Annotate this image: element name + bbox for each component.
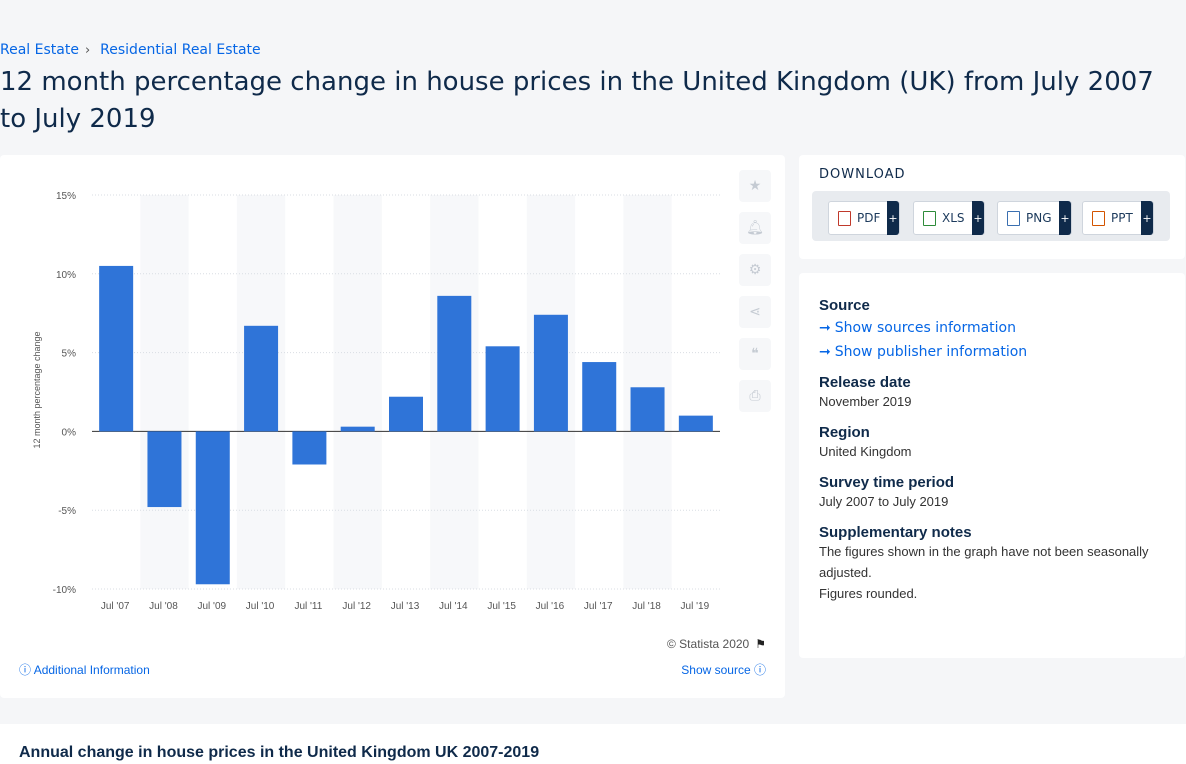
plus-icon: + [887,201,899,235]
supplementary-notes-text: The figures shown in the graph have not … [819,544,1149,580]
bar [147,431,182,508]
download-title: DOWNLOAD [819,167,906,182]
bar [99,265,134,432]
copyright-text: © Statista 2020 [667,637,750,651]
ppt-file-icon [1092,210,1105,226]
y-axis-label: 12 month percentage change [32,331,42,448]
bar [485,346,520,432]
download-bar: PDF + XLS + PNG + PPT + [812,191,1170,241]
png-label: PNG [1026,211,1052,225]
chart-card: 15% 10% 5% 0% -5% -10% Jul '07 Jul '08 Jul '09 Ju… [0,155,785,698]
y-tick-label: 5% [62,349,77,360]
breadcrumb-link-residential[interactable]: Residential Real Estate [100,42,261,58]
share-icon[interactable]: ⋖ [739,296,771,328]
x-tick-label: Jul '16 [536,601,565,612]
download-panel: DOWNLOAD PDF + XLS + PNG + PPT + [799,155,1185,259]
xls-file-icon [923,210,936,226]
page-title: 12 month percentage change in house pric… [0,67,1154,134]
print-icon[interactable]: ⎙ [739,380,771,412]
x-tick-label: Jul '18 [632,601,661,612]
statistic-info-panel: Source ➞ Show sources information ➞ Show… [799,273,1185,658]
plus-icon: + [1141,201,1153,235]
bar-chart: 15% 10% 5% 0% -5% -10% Jul '07 Jul '08 Jul '09 Ju… [32,191,720,612]
show-source-label: Show source [681,663,751,677]
bell-icon[interactable]: 🔔︎ [739,212,771,244]
additional-information-link[interactable]: ⓘ Additional Information [19,661,150,678]
show-publisher-label: Show publisher information [834,344,1028,360]
arrow-right-icon: ➞ [819,320,831,336]
bar [582,362,617,432]
x-tick-label: Jul '11 [294,601,322,612]
release-date-heading: Release date [819,374,911,391]
bar [389,396,423,432]
bar [340,426,375,432]
bar [195,431,230,585]
y-tick-label: 10% [56,270,76,281]
column-band [333,195,382,589]
show-sources-link[interactable]: ➞ Show sources information [819,316,1165,340]
pdf-file-icon [838,210,851,226]
related-statistic: Annual change in house prices in the Uni… [0,724,1186,764]
gear-icon[interactable]: ⚙ [739,254,771,286]
y-tick-label: -5% [58,506,76,517]
download-xls-button[interactable]: XLS + [913,201,985,235]
region-value: United Kingdom [819,444,912,459]
x-tick-label: Jul '15 [487,601,516,612]
plus-icon: + [1059,201,1071,235]
info-icon: ⓘ [19,663,32,677]
source-heading: Source [819,297,870,314]
bar [678,415,713,432]
x-tick-label: Jul '14 [439,601,468,612]
download-pdf-button[interactable]: PDF + [828,201,900,235]
y-tick-label: -10% [53,585,76,596]
bar [533,314,568,432]
additional-information-label: Additional Information [33,663,150,677]
ppt-label: PPT [1111,211,1133,225]
info-icon: ⓘ [753,663,766,677]
star-icon[interactable]: ★ [739,170,771,202]
flag-icon[interactable]: ⚑ [755,637,766,651]
chart-toolbar: ★ 🔔︎ ⚙ ⋖ ❝ ⎙ [739,170,771,422]
x-tick-label: Jul '10 [246,601,275,612]
y-tick-label: 15% [56,191,76,202]
pdf-label: PDF [857,211,881,225]
copyright: © Statista 2020 ⚑ [667,637,766,651]
arrow-right-icon: ➞ [819,344,831,360]
supplementary-notes-rounding: Figures rounded. [819,586,918,601]
x-tick-label: Jul '13 [391,601,420,612]
y-tick-label: 0% [62,427,77,438]
x-tick-label: Jul '19 [681,601,710,612]
breadcrumb: Real Estate › Residential Real Estate [0,42,261,58]
show-source-link[interactable]: Show source ⓘ [681,661,766,678]
breadcrumb-separator-icon: › [84,42,91,58]
bar [244,325,279,432]
release-date-value: November 2019 [819,394,912,409]
survey-period-heading: Survey time period [819,474,955,491]
bar [292,431,327,465]
png-file-icon [1007,210,1020,226]
show-sources-label: Show sources information [834,320,1016,336]
related-statistic-title[interactable]: Annual change in house prices in the Uni… [19,744,540,761]
x-tick-label: Jul '09 [197,601,226,612]
x-tick-label: Jul '12 [342,601,371,612]
x-tick-label: Jul '17 [584,601,613,612]
plus-icon: + [972,201,984,235]
survey-period-value: July 2007 to July 2019 [819,494,949,509]
region-heading: Region [819,424,870,441]
x-tick-label: Jul '08 [149,601,178,612]
x-tick-label: Jul '07 [101,601,130,612]
column-band [140,195,189,589]
download-png-button[interactable]: PNG + [997,201,1072,235]
xls-label: XLS [942,211,965,225]
supplementary-notes-heading: Supplementary notes [819,524,972,541]
breadcrumb-link-real-estate[interactable]: Real Estate [0,42,79,58]
quote-icon[interactable]: ❝ [739,338,771,370]
bar [630,387,665,432]
show-publisher-link[interactable]: ➞ Show publisher information [819,340,1165,364]
download-ppt-button[interactable]: PPT + [1082,201,1154,235]
bar [437,295,472,432]
